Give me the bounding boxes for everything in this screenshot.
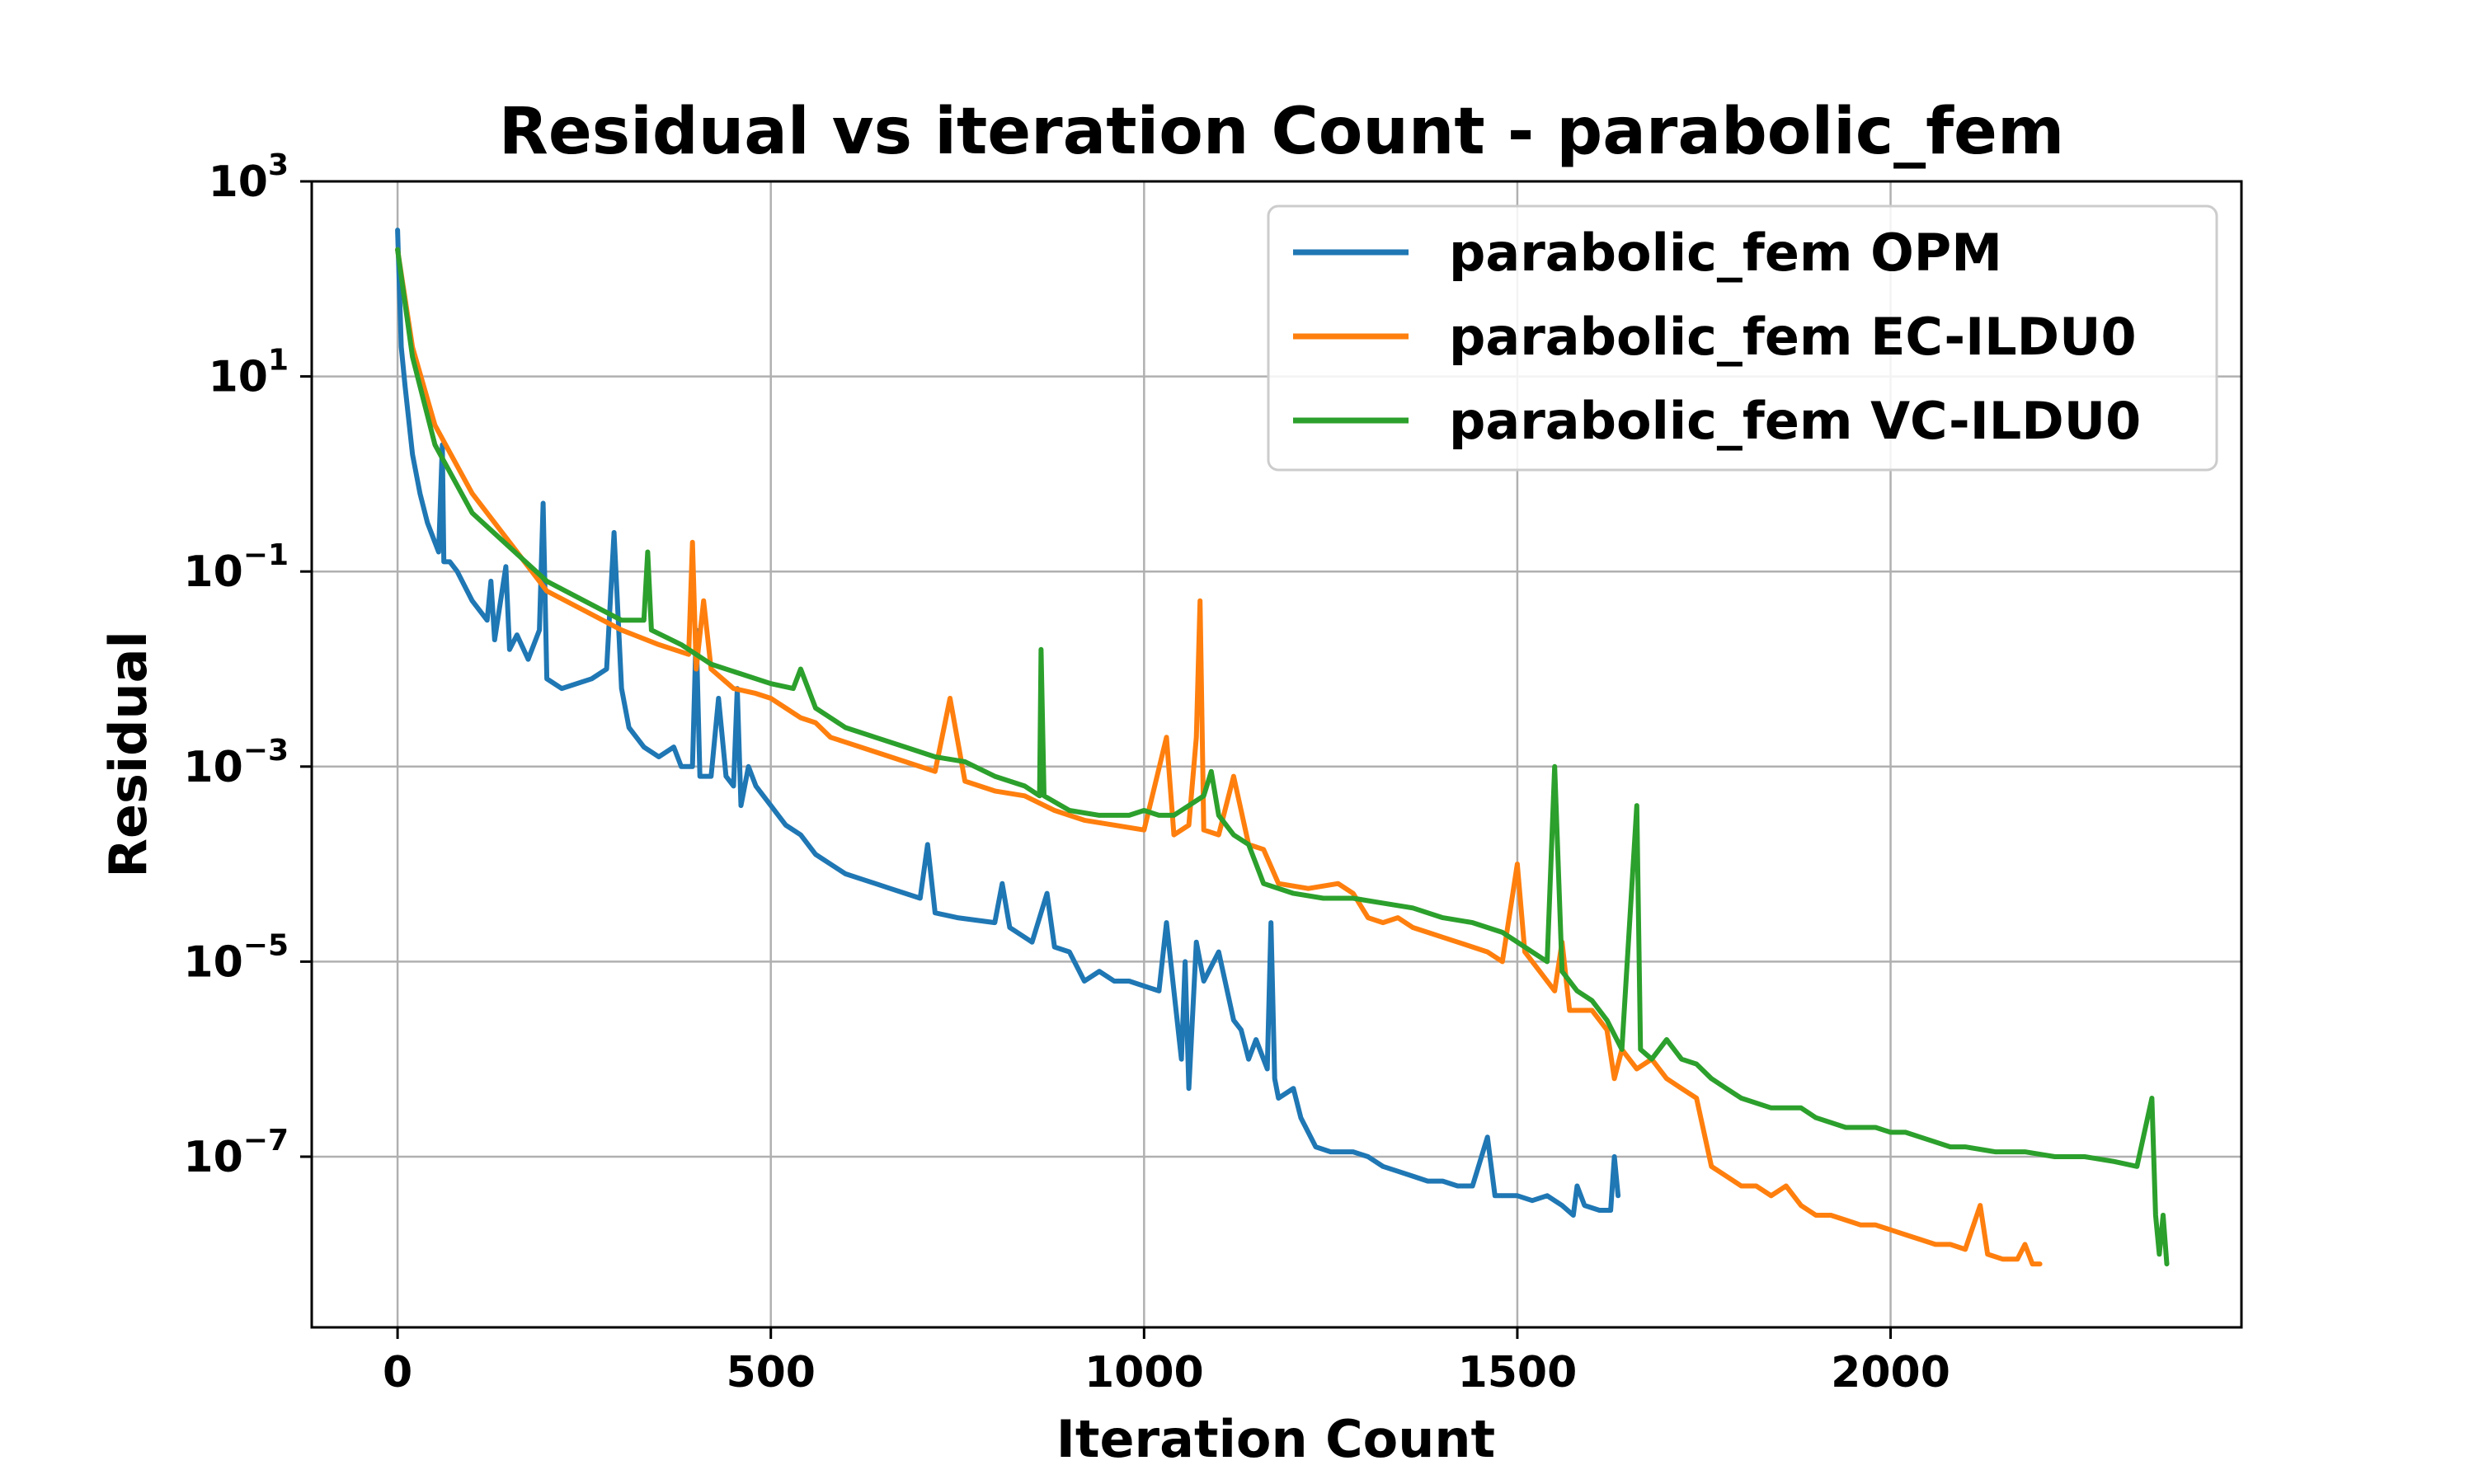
x-axis: 0 500 1000 1500 2000 xyxy=(383,1327,1950,1397)
y-axis-label: Residual xyxy=(98,631,158,878)
y-tick-exponent: 1 xyxy=(268,344,289,378)
y-tick-base: 10 xyxy=(209,353,268,402)
x-tick-label-1500: 1500 xyxy=(1458,1348,1578,1397)
x-axis-label: Iteration Count xyxy=(1056,1409,1495,1469)
y-tick-base: 10 xyxy=(183,547,242,597)
legend-label-2: parabolic_fem EC-ILDU0 xyxy=(1449,307,2137,367)
y-tick-label-1: 101 xyxy=(209,344,289,402)
legend-label-1: parabolic_fem OPM xyxy=(1449,223,2002,283)
y-tick-exponent: 3 xyxy=(268,148,289,182)
chart-title: Residual vs iteration Count - parabolic_… xyxy=(499,95,2064,169)
y-tick-label--5: 10−5 xyxy=(183,928,289,987)
legend-box xyxy=(1267,204,2218,472)
y-tick-label-3: 103 xyxy=(209,148,289,207)
x-tick-label-1000: 1000 xyxy=(1084,1348,1204,1397)
y-tick-base: 10 xyxy=(209,157,268,207)
series-line-2 xyxy=(395,247,2043,1267)
y-tick-base: 10 xyxy=(183,743,242,792)
y-tick-exponent: −7 xyxy=(243,1124,289,1158)
legend: parabolic_fem OPM parabolic_fem EC-ILDU0 p… xyxy=(1267,204,2218,472)
y-tick-exponent: −5 xyxy=(243,928,289,962)
y-tick-label--1: 10−1 xyxy=(183,538,289,597)
x-tick-label-500: 500 xyxy=(726,1348,816,1397)
plot-frame xyxy=(310,180,2243,1329)
y-tick-base: 10 xyxy=(183,937,242,987)
series-layer xyxy=(395,228,2170,1267)
y-tick-label--7: 10−7 xyxy=(183,1124,289,1182)
x-tick-label-2000: 2000 xyxy=(1831,1348,1950,1397)
x-tick-label-0: 0 xyxy=(383,1348,412,1397)
y-tick-label--3: 10−3 xyxy=(183,734,289,792)
y-tick-exponent: −1 xyxy=(243,538,289,572)
series-line-3 xyxy=(395,247,2170,1267)
y-tick-base: 10 xyxy=(183,1133,242,1182)
plot-area xyxy=(395,228,2170,1267)
series-line-1 xyxy=(395,228,1621,1218)
legend-label-3: parabolic_fem VC-ILDU0 xyxy=(1449,391,2141,451)
y-tick-exponent: −3 xyxy=(243,734,289,768)
